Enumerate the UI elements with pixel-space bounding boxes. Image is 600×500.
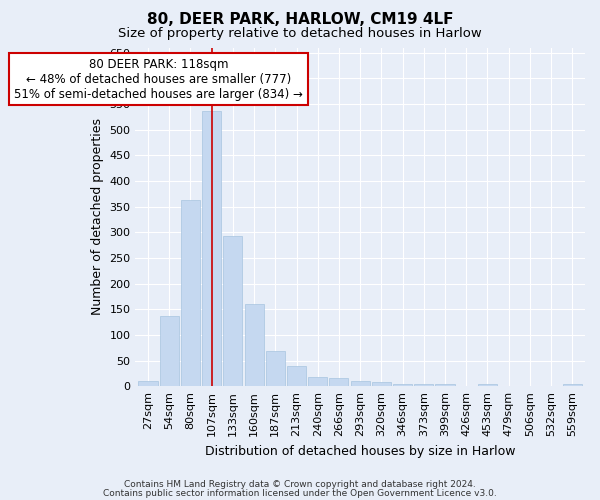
Bar bbox=[350, 380, 370, 386]
Bar bbox=[223, 236, 242, 386]
Bar bbox=[287, 366, 306, 386]
Bar bbox=[245, 304, 263, 386]
Bar bbox=[478, 384, 497, 386]
Bar bbox=[436, 384, 455, 386]
Bar bbox=[202, 110, 221, 386]
Bar bbox=[266, 352, 285, 386]
X-axis label: Distribution of detached houses by size in Harlow: Distribution of detached houses by size … bbox=[205, 444, 515, 458]
Text: Contains HM Land Registry data © Crown copyright and database right 2024.: Contains HM Land Registry data © Crown c… bbox=[124, 480, 476, 489]
Y-axis label: Number of detached properties: Number of detached properties bbox=[91, 118, 104, 316]
Text: Size of property relative to detached houses in Harlow: Size of property relative to detached ho… bbox=[118, 28, 482, 40]
Bar bbox=[308, 378, 327, 386]
Bar bbox=[393, 384, 412, 386]
Bar bbox=[181, 200, 200, 386]
Text: Contains public sector information licensed under the Open Government Licence v3: Contains public sector information licen… bbox=[103, 488, 497, 498]
Bar bbox=[414, 384, 433, 386]
Text: 80, DEER PARK, HARLOW, CM19 4LF: 80, DEER PARK, HARLOW, CM19 4LF bbox=[147, 12, 453, 28]
Bar bbox=[372, 382, 391, 386]
Bar bbox=[160, 316, 179, 386]
Text: 80 DEER PARK: 118sqm
← 48% of detached houses are smaller (777)
51% of semi-deta: 80 DEER PARK: 118sqm ← 48% of detached h… bbox=[14, 58, 303, 101]
Bar bbox=[329, 378, 349, 386]
Bar bbox=[139, 380, 158, 386]
Bar bbox=[563, 384, 582, 386]
